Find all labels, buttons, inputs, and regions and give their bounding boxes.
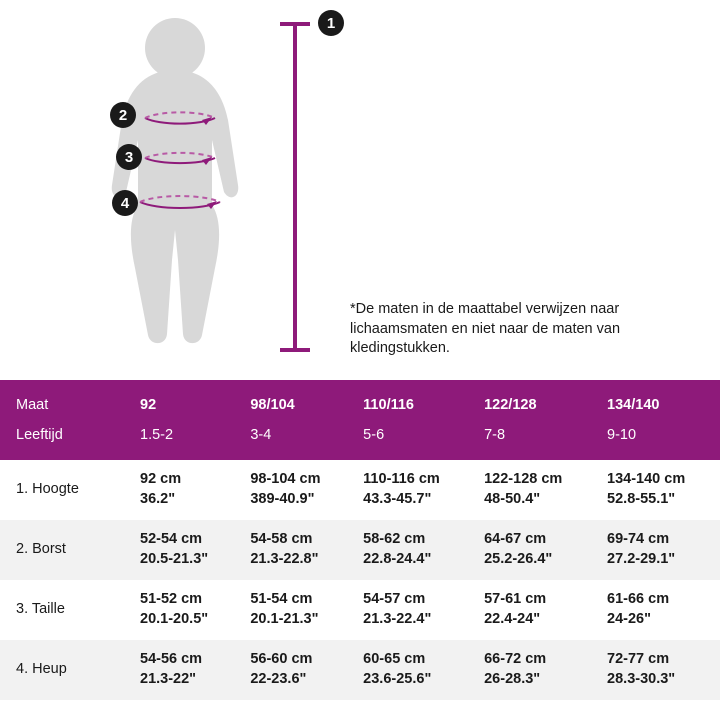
cell: 54-56 cm21.3-22" [130, 640, 240, 700]
cell: 110-116 cm43.3-45.7" [353, 460, 474, 520]
row-label: 1. Hoogte [0, 460, 130, 520]
cell: 69-74 cm27.2-29.1" [597, 520, 720, 580]
th-age-1: 3-4 [240, 420, 353, 460]
cell: 61-66 cm24-26" [597, 580, 720, 640]
cell: 51-52 cm20.1-20.5" [130, 580, 240, 640]
th-size-3: 122/128 [474, 380, 597, 420]
cell: 52-54 cm20.5-21.3" [130, 520, 240, 580]
cell: 122-128 cm48-50.4" [474, 460, 597, 520]
cell: 98-104 cm389-40.9" [240, 460, 353, 520]
cell: 54-58 cm21.3-22.8" [240, 520, 353, 580]
th-size-2: 110/116 [353, 380, 474, 420]
footnote: *De maten in de maattabel verwijzen naar… [350, 300, 700, 359]
cell: 64-67 cm25.2-26.4" [474, 520, 597, 580]
badge-2: 2 [110, 102, 136, 128]
cell: 58-62 cm22.8-24.4" [353, 520, 474, 580]
cell: 60-65 cm23.6-25.6" [353, 640, 474, 700]
cell: 56-60 cm22-23.6" [240, 640, 353, 700]
size-chart-body: 1. Hoogte92 cm36.2"98-104 cm389-40.9"110… [0, 460, 720, 700]
row-label: 3. Taille [0, 580, 130, 640]
cell: 134-140 cm52.8-55.1" [597, 460, 720, 520]
child-silhouette-icon [90, 10, 260, 350]
th-size-1: 98/104 [240, 380, 353, 420]
th-size-label: Maat [0, 380, 130, 420]
th-age-4: 9-10 [597, 420, 720, 460]
cell: 54-57 cm21.3-22.4" [353, 580, 474, 640]
size-chart: Maat 92 98/104 110/116 122/128 134/140 L… [0, 380, 720, 700]
cell: 51-54 cm20.1-21.3" [240, 580, 353, 640]
table-row: 2. Borst52-54 cm20.5-21.3"54-58 cm21.3-2… [0, 520, 720, 580]
row-label: 4. Heup [0, 640, 130, 700]
badge-3: 3 [116, 144, 142, 170]
cell: 92 cm36.2" [130, 460, 240, 520]
table-row: 1. Hoogte92 cm36.2"98-104 cm389-40.9"110… [0, 460, 720, 520]
badge-1: 1 [318, 10, 344, 36]
cell: 72-77 cm28.3-30.3" [597, 640, 720, 700]
row-label: 2. Borst [0, 520, 130, 580]
table-row: 3. Taille51-52 cm20.1-20.5"51-54 cm20.1-… [0, 580, 720, 640]
badge-4: 4 [112, 190, 138, 216]
table-row: 4. Heup54-56 cm21.3-22"56-60 cm22-23.6"6… [0, 640, 720, 700]
cell: 57-61 cm22.4-24" [474, 580, 597, 640]
th-age-0: 1.5-2 [130, 420, 240, 460]
th-size-0: 92 [130, 380, 240, 420]
th-size-4: 134/140 [597, 380, 720, 420]
height-bar-icon [280, 22, 310, 352]
cell: 66-72 cm26-28.3" [474, 640, 597, 700]
measurement-diagram: 1 2 3 4 *De maten in de maattabel verwij… [0, 0, 720, 380]
th-age-3: 7-8 [474, 420, 597, 460]
th-age-2: 5-6 [353, 420, 474, 460]
th-age-label: Leeftijd [0, 420, 130, 460]
